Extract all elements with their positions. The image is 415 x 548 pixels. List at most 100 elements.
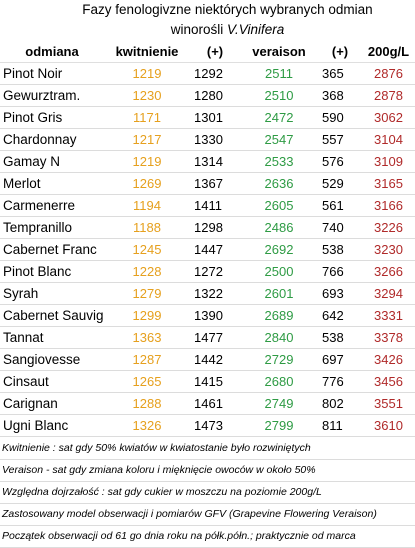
cell-plus-2: 561 <box>318 194 362 217</box>
cell-200gl: 3266 <box>362 260 415 283</box>
cell-plus-2: 529 <box>318 172 362 195</box>
cell-plus-1: 1301 <box>190 106 240 129</box>
cell-200gl: 3378 <box>362 326 415 349</box>
cell-200gl: 3230 <box>362 238 415 261</box>
cell-200gl: 3104 <box>362 128 415 151</box>
cell-plus-1: 1415 <box>190 370 240 393</box>
cell-kwitnienie: 1245 <box>104 238 190 261</box>
cell-plus-2: 811 <box>318 414 362 437</box>
header-kwitnienie: kwitnienie <box>104 40 190 63</box>
table-row: Pinot Gris 1171 1301 2472 590 3062 <box>0 106 415 129</box>
cell-kwitnienie: 1219 <box>104 62 190 85</box>
table-row: Pinot Noir 1219 1292 2511 365 2876 <box>0 62 415 85</box>
cell-odmiana: Cabernet Sauvig <box>0 304 104 327</box>
notes-section: Kwitnienie : sat gdy 50% kwiatów w kwiat… <box>0 438 415 548</box>
cell-odmiana: Pinot Noir <box>0 62 104 85</box>
cell-veraison: 2680 <box>240 370 318 393</box>
cell-200gl: 3426 <box>362 348 415 371</box>
cell-plus-2: 642 <box>318 304 362 327</box>
cell-veraison: 2605 <box>240 194 318 217</box>
cell-odmiana: Chardonnay <box>0 128 104 151</box>
cell-plus-2: 590 <box>318 106 362 129</box>
cell-veraison: 2500 <box>240 260 318 283</box>
table-row: Tannat 1363 1477 2840 538 3378 <box>0 326 415 349</box>
cell-veraison: 2511 <box>240 62 318 85</box>
cell-kwitnienie: 1188 <box>104 216 190 239</box>
cell-plus-1: 1292 <box>190 62 240 85</box>
cell-200gl: 2878 <box>362 84 415 107</box>
cell-kwitnienie: 1299 <box>104 304 190 327</box>
cell-plus-1: 1314 <box>190 150 240 173</box>
note-line: Względna dojrzałość : sat gdy cukier w m… <box>0 482 415 504</box>
phenology-table: odmiana kwitnienie (+) veraison (+) 200g… <box>0 40 415 437</box>
cell-odmiana: Cinsaut <box>0 370 104 393</box>
cell-odmiana: Ugni Blanc <box>0 414 104 437</box>
header-plus-1: (+) <box>190 40 240 63</box>
cell-kwitnienie: 1219 <box>104 150 190 173</box>
cell-plus-2: 538 <box>318 238 362 261</box>
cell-odmiana: Merlot <box>0 172 104 195</box>
cell-veraison: 2799 <box>240 414 318 437</box>
cell-200gl: 3165 <box>362 172 415 195</box>
cell-plus-1: 1367 <box>190 172 240 195</box>
cell-kwitnienie: 1194 <box>104 194 190 217</box>
cell-200gl: 2876 <box>362 62 415 85</box>
cell-plus-2: 802 <box>318 392 362 415</box>
note-line: Zastosowany model obserwacji i pomiarów … <box>0 504 415 526</box>
cell-plus-1: 1442 <box>190 348 240 371</box>
cell-veraison: 2472 <box>240 106 318 129</box>
cell-kwitnienie: 1171 <box>104 106 190 129</box>
cell-veraison: 2547 <box>240 128 318 151</box>
cell-veraison: 2510 <box>240 84 318 107</box>
cell-plus-2: 576 <box>318 150 362 173</box>
cell-veraison: 2729 <box>240 348 318 371</box>
cell-veraison: 2689 <box>240 304 318 327</box>
header-veraison: veraison <box>240 40 318 63</box>
title-line-1: Fazy fenologivzne niektórych wybranych o… <box>82 2 373 17</box>
cell-veraison: 2840 <box>240 326 318 349</box>
table-row: Syrah 1279 1322 2601 693 3294 <box>0 282 415 305</box>
table-row: Tempranillo 1188 1298 2486 740 3226 <box>0 216 415 239</box>
cell-kwitnienie: 1287 <box>104 348 190 371</box>
cell-200gl: 3331 <box>362 304 415 327</box>
cell-plus-2: 693 <box>318 282 362 305</box>
cell-kwitnienie: 1228 <box>104 260 190 283</box>
cell-plus-1: 1280 <box>190 84 240 107</box>
header-odmiana: odmiana <box>0 40 104 63</box>
cell-veraison: 2486 <box>240 216 318 239</box>
cell-200gl: 3610 <box>362 414 415 437</box>
header-plus-2: (+) <box>318 40 362 63</box>
table-title: Fazy fenologivzne niektórych wybranych o… <box>40 0 415 40</box>
table-row: Sangiovesse 1287 1442 2729 697 3426 <box>0 348 415 371</box>
cell-kwitnienie: 1269 <box>104 172 190 195</box>
table-row: Chardonnay 1217 1330 2547 557 3104 <box>0 128 415 151</box>
cell-plus-2: 538 <box>318 326 362 349</box>
cell-kwitnienie: 1363 <box>104 326 190 349</box>
cell-veraison: 2749 <box>240 392 318 415</box>
cell-kwitnienie: 1326 <box>104 414 190 437</box>
cell-plus-1: 1298 <box>190 216 240 239</box>
cell-plus-2: 776 <box>318 370 362 393</box>
cell-plus-2: 697 <box>318 348 362 371</box>
cell-kwitnienie: 1265 <box>104 370 190 393</box>
cell-odmiana: Cabernet Franc <box>0 238 104 261</box>
table-row: Gamay N 1219 1314 2533 576 3109 <box>0 150 415 173</box>
title-species: V.Vinifera <box>226 22 285 37</box>
cell-plus-1: 1473 <box>190 414 240 437</box>
cell-plus-2: 557 <box>318 128 362 151</box>
cell-plus-2: 766 <box>318 260 362 283</box>
cell-odmiana: Tannat <box>0 326 104 349</box>
table-row: Carmenerre 1194 1411 2605 561 3166 <box>0 194 415 217</box>
cell-kwitnienie: 1288 <box>104 392 190 415</box>
cell-plus-1: 1477 <box>190 326 240 349</box>
cell-plus-1: 1447 <box>190 238 240 261</box>
cell-odmiana: Carignan <box>0 392 104 415</box>
cell-kwitnienie: 1279 <box>104 282 190 305</box>
header-200gl: 200g/L <box>362 40 415 63</box>
cell-odmiana: Gamay N <box>0 150 104 173</box>
header-row: odmiana kwitnienie (+) veraison (+) 200g… <box>0 40 415 63</box>
cell-plus-2: 368 <box>318 84 362 107</box>
cell-200gl: 3062 <box>362 106 415 129</box>
cell-plus-1: 1330 <box>190 128 240 151</box>
